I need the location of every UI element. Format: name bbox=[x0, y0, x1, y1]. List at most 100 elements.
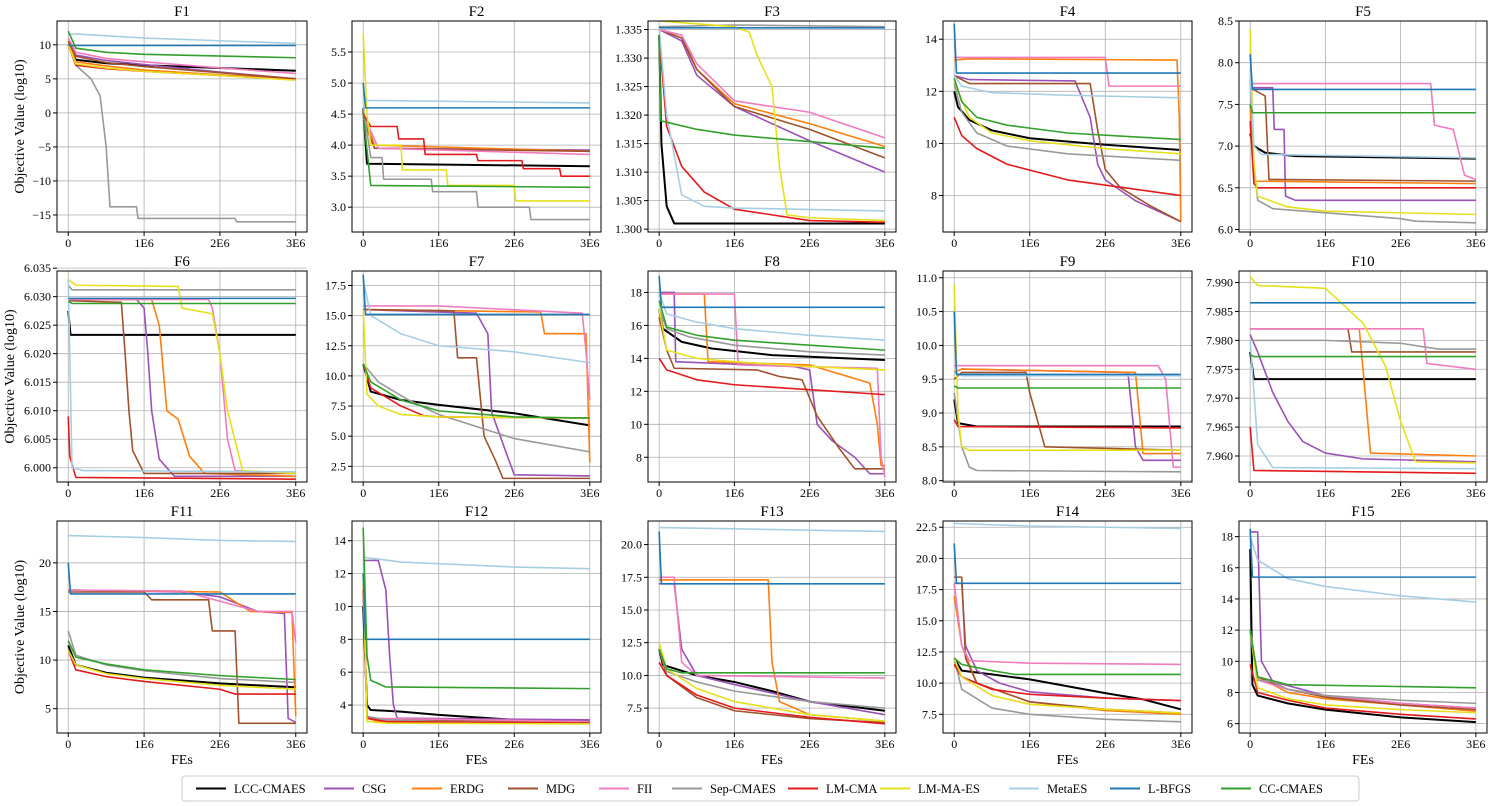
series-line-metaes bbox=[1249, 340, 1476, 470]
y-tick-label: 7.5 bbox=[331, 399, 346, 413]
x-tick-label: 1E6 bbox=[1316, 236, 1335, 250]
y-tick-label: −10 bbox=[32, 174, 51, 188]
series-line-csg bbox=[1249, 334, 1476, 463]
x-tick-label: 2E6 bbox=[800, 737, 819, 751]
x-tick-label: 2E6 bbox=[1391, 737, 1410, 751]
series-line-lcc-cmaes bbox=[67, 310, 296, 336]
x-tick-label: 2E6 bbox=[800, 236, 819, 250]
series-line-metaes bbox=[67, 279, 296, 473]
series-group bbox=[953, 284, 1181, 473]
y-tick-label: 10 bbox=[39, 38, 51, 52]
series-line-cc-cmaes bbox=[67, 30, 296, 59]
x-tick-label: 2E6 bbox=[505, 737, 524, 751]
x-tick-label: 0 bbox=[360, 737, 366, 751]
y-axis-label: Objective Value (log10) bbox=[13, 59, 28, 194]
y-tick-label: 1.325 bbox=[615, 80, 642, 94]
legend-item-lm-ma-es: LM-MA-ES bbox=[880, 782, 980, 796]
series-line-fii bbox=[68, 589, 297, 643]
subplot-title: F6 bbox=[174, 254, 190, 270]
y-tick-label: 17.5 bbox=[325, 278, 346, 292]
subplot-title: F13 bbox=[760, 504, 783, 520]
gridlines bbox=[352, 271, 601, 482]
series-line-metaes bbox=[659, 526, 885, 533]
y-tick-label: 7.5 bbox=[922, 707, 937, 721]
series-line-metaes bbox=[953, 75, 1181, 99]
x-tick-label: 3E6 bbox=[1171, 737, 1190, 751]
series-line-l-bfgs bbox=[658, 531, 885, 585]
subplot-f3: 0 1E6 2E6 3E6 1.335 1.330 1.325 1.320 1.315 1.310… bbox=[615, 4, 897, 250]
x-tick-label: 2E6 bbox=[1391, 236, 1410, 250]
subplot-title: F5 bbox=[1355, 4, 1371, 20]
series-line-lm-ma-es bbox=[362, 33, 590, 202]
y-tick-label: 7.960 bbox=[1206, 449, 1233, 463]
x-tick-label: 2E6 bbox=[1096, 486, 1115, 500]
y-tick-label: 1.310 bbox=[615, 165, 642, 179]
series-line-erdg bbox=[1250, 328, 1476, 457]
series-line-lm-cma bbox=[362, 113, 590, 177]
x-tick-label: 1E6 bbox=[725, 737, 744, 751]
subplot-f7: 0 1E6 2E6 3E6 17.5 15.0 12.5 10.0 7.5 5.0 2.5 F7 bbox=[325, 254, 602, 500]
x-tick-label: 1E6 bbox=[429, 236, 448, 250]
series-line-sep-cmaes bbox=[362, 107, 590, 221]
x-tick-label: 2E6 bbox=[210, 236, 229, 250]
legend-label: Sep-CMAES bbox=[710, 782, 776, 796]
y-axis-label: Objective Value (log10) bbox=[3, 309, 18, 444]
subplot-f12: 0 1E6 2E6 3E6 14 12 10 8 6 4 F12 FEs bbox=[334, 504, 602, 768]
x-tick-label: 3E6 bbox=[1466, 737, 1485, 751]
y-tick-label: 10 bbox=[39, 653, 51, 667]
y-tick-label: 7.970 bbox=[1206, 391, 1233, 405]
series-line-mdg bbox=[953, 371, 1181, 452]
y-tick-label: 4 bbox=[340, 698, 346, 712]
y-tick-label: 10.0 bbox=[621, 668, 642, 682]
y-tick-label: 9.5 bbox=[922, 372, 937, 386]
series-line-erdg bbox=[659, 579, 885, 723]
legend-item-mdg: MDG bbox=[508, 782, 575, 796]
series-line-metaes bbox=[68, 534, 296, 543]
y-tick-label: 5 bbox=[45, 702, 51, 716]
y-tick-label: 12 bbox=[630, 384, 642, 398]
subplot-title: F4 bbox=[1060, 4, 1076, 20]
y-tick-label: 3.5 bbox=[331, 169, 346, 183]
gridlines bbox=[57, 21, 307, 232]
y-tick-label: 14 bbox=[630, 351, 642, 365]
axes-frame bbox=[56, 520, 308, 734]
series-line-csg bbox=[954, 74, 1182, 223]
series-line-lcc-cmaes bbox=[953, 657, 1182, 711]
x-tick-label: 1E6 bbox=[1316, 486, 1335, 500]
y-tick-label: 20.0 bbox=[916, 551, 937, 565]
y-tick-label: 5 bbox=[45, 72, 51, 86]
subplot-f4: 0 1E6 2E6 3E6 14 12 10 8 F4 bbox=[925, 4, 1193, 250]
legend-item-erdg: ERDG bbox=[412, 782, 484, 796]
y-tick-label: 1.335 bbox=[615, 23, 642, 37]
y-tick-label: 15.0 bbox=[325, 309, 346, 323]
x-tick-label: 3E6 bbox=[286, 737, 305, 751]
subplot-title: F15 bbox=[1351, 504, 1374, 520]
axes-frame bbox=[56, 20, 308, 233]
legend-label: ERDG bbox=[450, 782, 484, 796]
y-tick-label: 6.035 bbox=[24, 261, 51, 275]
series-line-mdg bbox=[953, 74, 1182, 223]
series-group bbox=[953, 522, 1182, 723]
y-tick-label: 10.0 bbox=[325, 369, 346, 383]
y-tick-label: 5.5 bbox=[331, 45, 346, 59]
gridlines bbox=[1239, 271, 1487, 482]
subplot-f9: 0 1E6 2E6 3E6 11.0 10.5 10.0 9.5 9.0 8.5 8.0 F9 bbox=[916, 254, 1193, 500]
x-tick-label: 3E6 bbox=[1171, 236, 1190, 250]
y-tick-label: 12.5 bbox=[621, 636, 642, 650]
axes-frame bbox=[647, 270, 897, 483]
series-line-erdg bbox=[363, 308, 591, 463]
legend-item-cc-cmaes: CC-CMAES bbox=[1221, 782, 1323, 796]
legend-label: MetaES bbox=[1047, 782, 1087, 796]
subplot-f10: 0 1E6 2E6 3E6 7.990 7.985 7.980 7.975 7.970 7.965… bbox=[1206, 254, 1488, 500]
x-tick-label: 0 bbox=[656, 236, 662, 250]
y-tick-label: −15 bbox=[32, 208, 51, 222]
x-tick-label: 2E6 bbox=[1096, 737, 1115, 751]
y-tick-label: 1.305 bbox=[615, 194, 642, 208]
series-line-csg bbox=[1250, 531, 1476, 709]
series-line-mdg bbox=[658, 649, 885, 724]
series-line-lm-cma bbox=[67, 650, 296, 695]
y-tick-label: 7.985 bbox=[1206, 304, 1233, 318]
series-line-csg bbox=[68, 589, 297, 724]
series-line-lm-cma bbox=[658, 35, 885, 224]
series-line-lm-ma-es bbox=[362, 309, 590, 419]
